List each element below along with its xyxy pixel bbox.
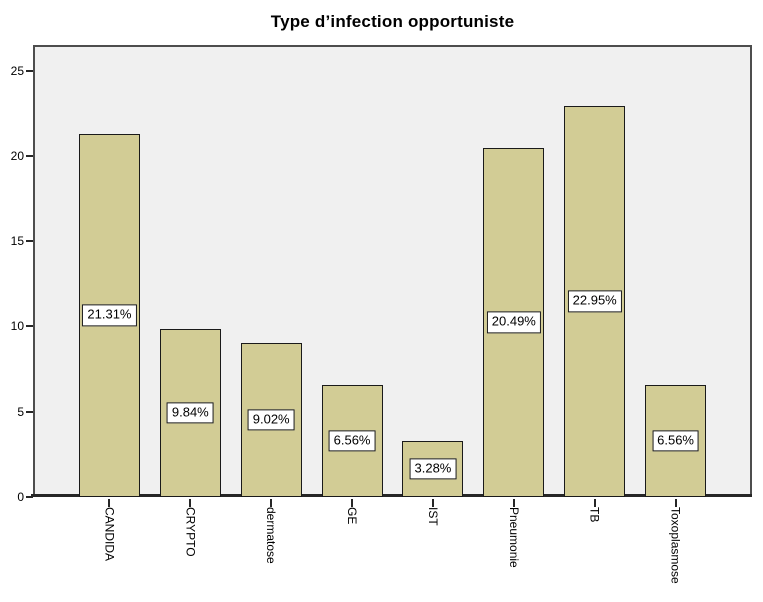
- x-axis-tick-mark: [270, 499, 273, 507]
- plot-area: [33, 45, 752, 497]
- chart-title: Type d’infection opportuniste: [270, 12, 515, 31]
- x-axis-tick-mark: [593, 499, 596, 507]
- bar-value-label: 22.95%: [567, 290, 622, 312]
- x-axis-tick-mark: [189, 499, 192, 507]
- x-axis-line: [31, 494, 752, 497]
- x-axis-tick-label: GE: [345, 507, 360, 525]
- bar-value-label: 9.02%: [247, 409, 295, 431]
- y-axis-tick-label: 0: [17, 490, 24, 504]
- x-axis-tick-label: Toxoplasmose: [668, 507, 683, 584]
- x-axis-tick-mark: [674, 499, 677, 507]
- bar-value-label: 9.84%: [166, 402, 214, 424]
- x-axis-tick-label: CRYPTO: [183, 507, 198, 557]
- bar-value-label: 3.28%: [409, 458, 457, 480]
- x-axis-tick-mark: [351, 499, 354, 507]
- y-axis-tick-mark: [26, 240, 33, 243]
- y-axis-tick-label: 10: [10, 319, 24, 334]
- x-axis-tick-mark: [431, 499, 434, 507]
- x-axis-tick-mark: [512, 499, 515, 507]
- y-axis-tick-label: 5: [17, 404, 24, 419]
- x-axis-tick-label: CANDIDA: [102, 507, 117, 562]
- y-axis-tick-mark: [26, 496, 33, 498]
- x-axis-tick-label: dermatose: [264, 507, 279, 564]
- y-axis-tick-label: 20: [10, 148, 24, 163]
- bar-value-label: 21.31%: [82, 304, 137, 326]
- y-axis-tick-mark: [26, 410, 33, 413]
- y-axis-tick-mark: [26, 325, 33, 328]
- x-axis-tick-mark: [108, 499, 111, 507]
- x-axis-tick-label: TB: [587, 507, 602, 523]
- x-axis-tick-label: IST: [425, 507, 440, 526]
- y-axis-tick-label: 15: [10, 234, 24, 249]
- y-axis-tick-label: 25: [10, 63, 24, 78]
- bar-value-label: 20.49%: [486, 311, 541, 333]
- y-axis-tick-mark: [26, 69, 33, 72]
- x-axis-tick-label: Pneumonie: [506, 507, 521, 568]
- bar-value-label: 6.56%: [328, 430, 376, 452]
- bar-value-label: 6.56%: [652, 430, 699, 452]
- y-axis-tick-mark: [26, 154, 33, 157]
